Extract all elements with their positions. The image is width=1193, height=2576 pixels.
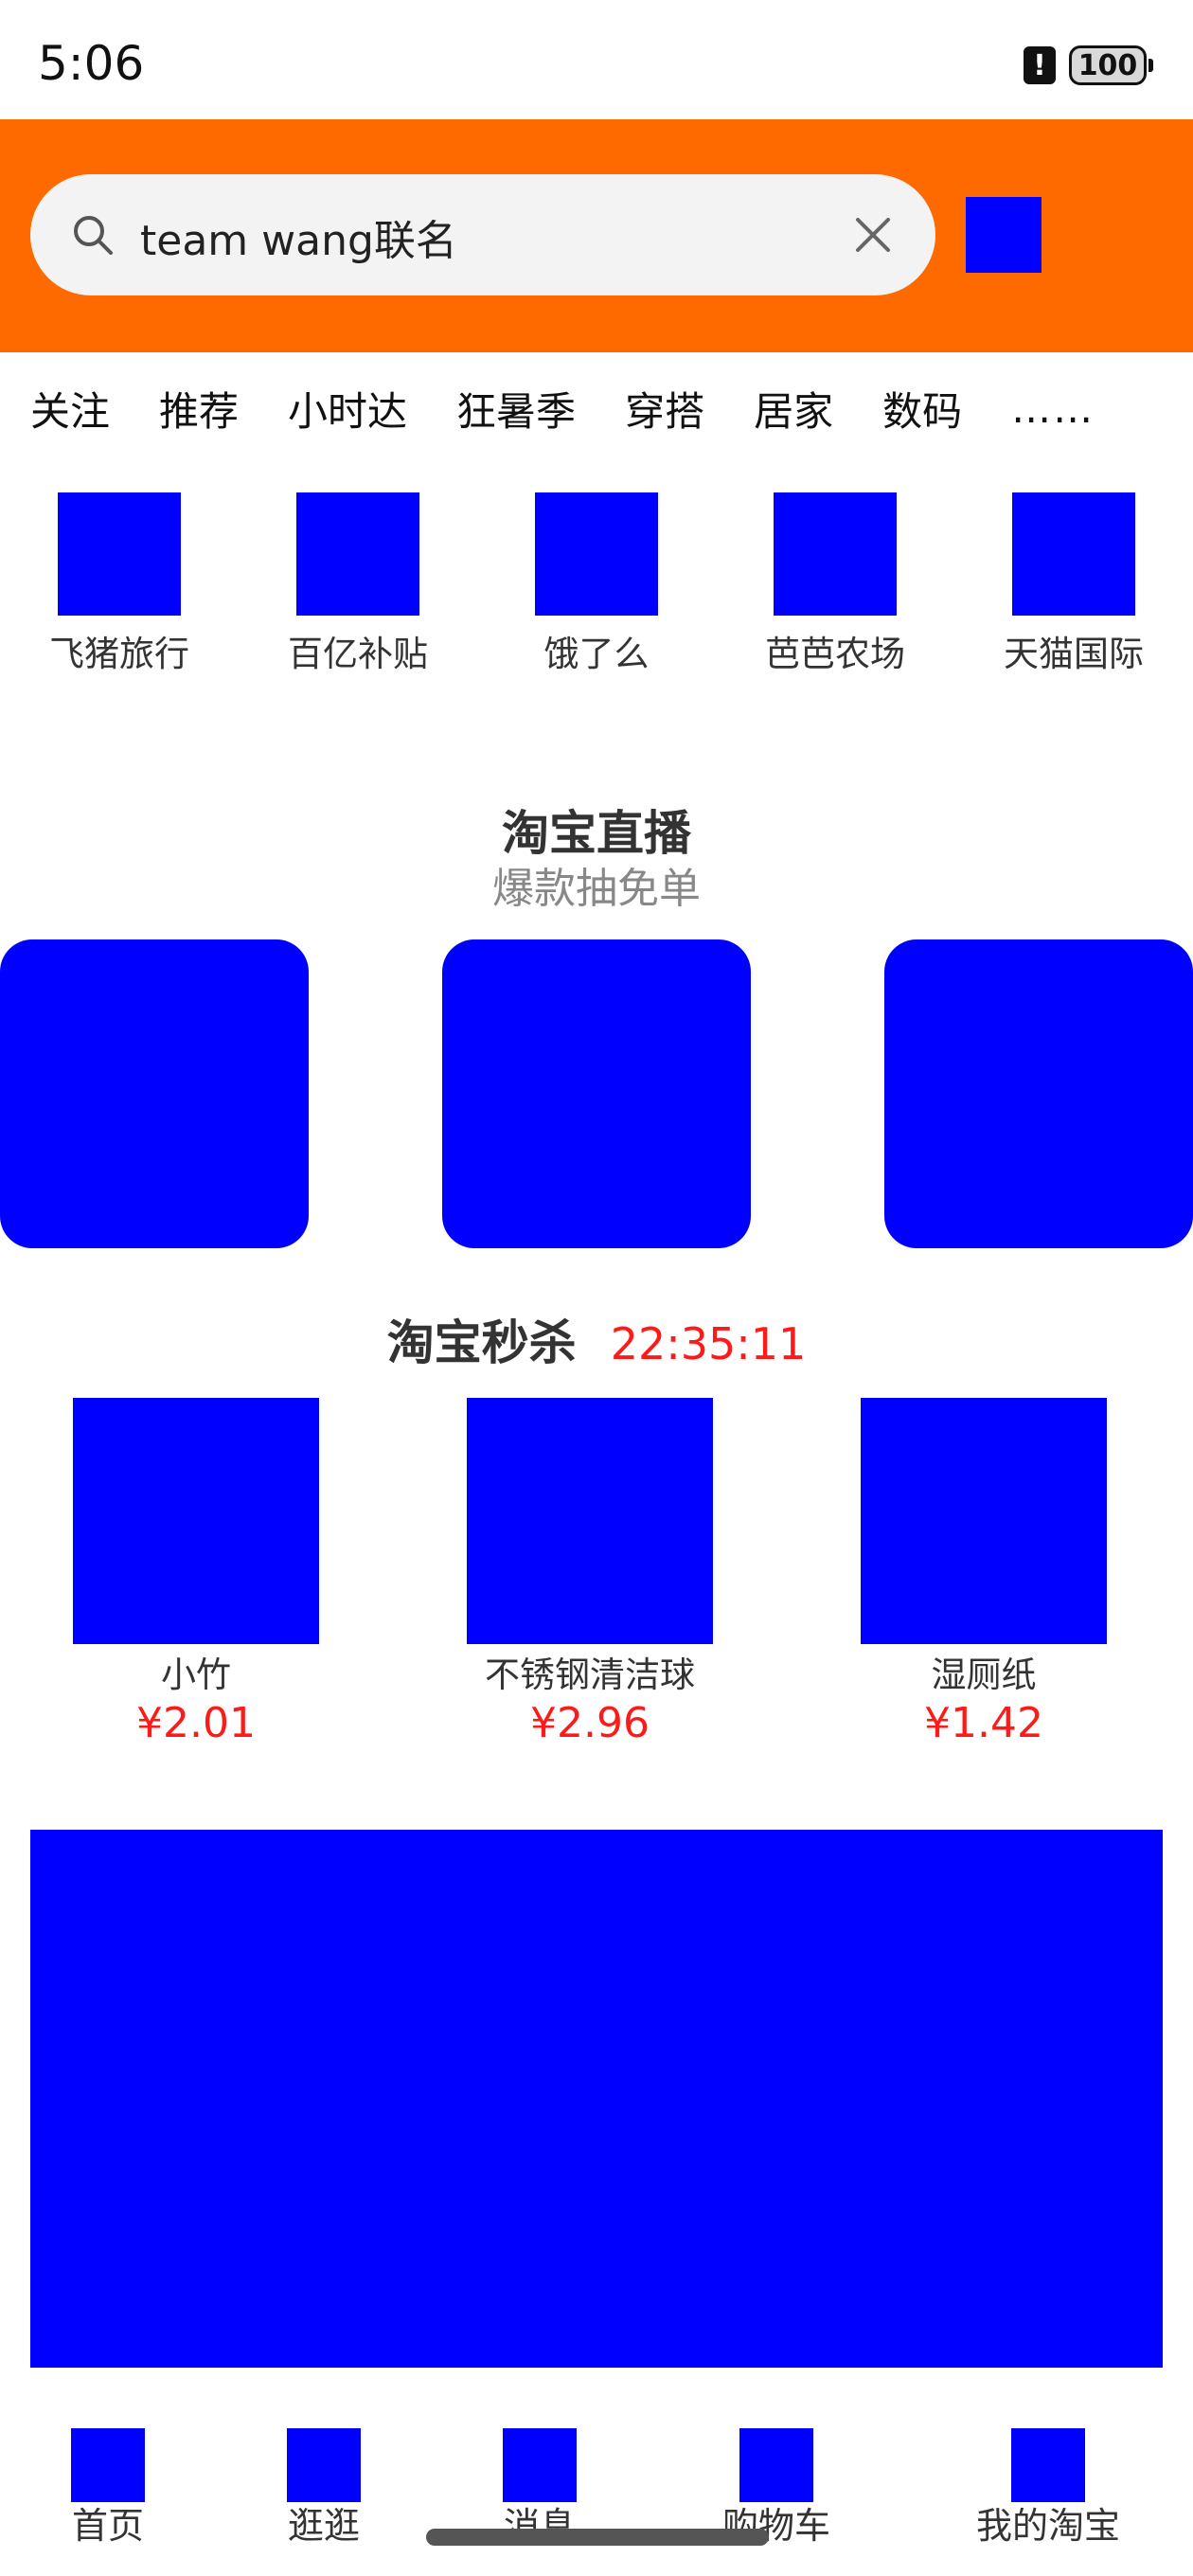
- quick-entry-eleme[interactable]: 饿了么: [492, 492, 701, 676]
- quick-entry-fliggy[interactable]: 飞猪旅行: [15, 492, 223, 676]
- product-price: ¥2.96: [530, 1699, 650, 1747]
- flash-sale-item[interactable]: 不锈钢清洁球 ¥2.96: [467, 1398, 713, 1747]
- quick-entry-label: 饿了么: [543, 634, 650, 674]
- tab-home[interactable]: 居家: [754, 387, 834, 435]
- product-price: ¥1.42: [924, 1699, 1043, 1747]
- nav-item-home[interactable]: 首页: [61, 2428, 155, 2549]
- nav-item-discover[interactable]: 逛逛: [276, 2428, 371, 2549]
- profile-icon: [1011, 2428, 1085, 2502]
- tab-hourly-delivery[interactable]: 小时达: [288, 387, 408, 435]
- flash-sale-title: 淘宝秒杀: [386, 1315, 577, 1370]
- tab-summer[interactable]: 狂暑季: [456, 387, 577, 435]
- message-icon: [503, 2428, 577, 2502]
- product-price: ¥2.01: [136, 1699, 256, 1747]
- flash-sale-countdown: 22:35:11: [610, 1318, 807, 1369]
- flash-sale-item[interactable]: 湿厕纸 ¥1.42: [861, 1398, 1107, 1747]
- category-tabs: 关注 推荐 小时达 狂暑季 穿搭 居家 数码 ……: [0, 352, 1193, 464]
- alert-icon: !: [1024, 46, 1056, 84]
- nav-item-my-taobao[interactable]: 我的淘宝: [968, 2428, 1129, 2549]
- battery-tip: [1148, 59, 1153, 72]
- quick-entry-subsidy[interactable]: 百亿补贴: [254, 492, 462, 676]
- quick-entry-image: [1012, 492, 1135, 616]
- live-card[interactable]: [884, 939, 1193, 1248]
- nav-label: 我的淘宝: [975, 2505, 1120, 2547]
- status-icons: ! 100: [1024, 45, 1153, 85]
- battery-level: 100: [1069, 45, 1147, 85]
- search-input[interactable]: team wang联名: [30, 174, 935, 295]
- close-icon[interactable]: [848, 210, 898, 259]
- search-query: team wang联名: [140, 217, 457, 265]
- tab-digital[interactable]: 数码: [882, 387, 963, 435]
- quick-entry-image: [58, 492, 181, 616]
- product-image: [467, 1398, 713, 1644]
- tab-more[interactable]: ……: [1011, 385, 1095, 432]
- status-time: 5:06: [38, 36, 145, 91]
- product-name: 不锈钢清洁球: [485, 1655, 695, 1695]
- tab-follow[interactable]: 关注: [30, 387, 111, 435]
- quick-entry-farm[interactable]: 芭芭农场: [731, 492, 939, 676]
- quick-entry-label: 芭芭农场: [765, 634, 905, 674]
- nav-label: 逛逛: [287, 2505, 360, 2547]
- live-section-title[interactable]: 淘宝直播: [502, 806, 691, 861]
- product-name: 湿厕纸: [931, 1655, 1037, 1695]
- flash-sale-header[interactable]: 淘宝秒杀 22:35:11: [0, 1305, 1193, 1373]
- bottom-nav: 首页 逛逛 消息 购物车 我的淘宝: [0, 2413, 1193, 2576]
- quick-entry-label: 天猫国际: [1004, 634, 1144, 674]
- flash-sale-item[interactable]: 小竹 ¥2.01: [73, 1398, 319, 1747]
- tab-recommend[interactable]: 推荐: [159, 387, 240, 435]
- nav-item-cart[interactable]: 购物车: [710, 2428, 843, 2549]
- discover-icon: [287, 2428, 361, 2502]
- home-indicator[interactable]: [426, 2529, 769, 2546]
- product-image: [861, 1398, 1107, 1644]
- live-card[interactable]: [442, 939, 751, 1248]
- quick-entry-tmall-global[interactable]: 天猫国际: [970, 492, 1178, 676]
- quick-entry-label: 飞猪旅行: [49, 634, 189, 674]
- header: team wang联名: [0, 119, 1193, 352]
- quick-entries: 飞猪旅行 百亿补贴 饿了么 芭芭农场 天猫国际: [0, 492, 1193, 682]
- tab-outfit[interactable]: 穿搭: [625, 387, 705, 435]
- quick-entry-image: [296, 492, 419, 616]
- quick-entry-label: 百亿补贴: [288, 634, 428, 674]
- product-name: 小竹: [161, 1655, 231, 1695]
- battery-icon: 100: [1069, 45, 1153, 85]
- scan-button[interactable]: [966, 197, 1042, 273]
- quick-entry-image: [535, 492, 658, 616]
- promo-banner[interactable]: [30, 1830, 1163, 2368]
- product-image: [73, 1398, 319, 1644]
- search-icon: [74, 216, 113, 255]
- status-bar: 5:06 ! 100: [0, 0, 1193, 119]
- home-icon: [71, 2428, 145, 2502]
- quick-entry-image: [774, 492, 897, 616]
- live-section-subtitle: 爆款抽免单: [492, 865, 701, 913]
- nav-label: 首页: [71, 2505, 144, 2547]
- cart-icon: [739, 2428, 813, 2502]
- live-card[interactable]: [0, 939, 309, 1248]
